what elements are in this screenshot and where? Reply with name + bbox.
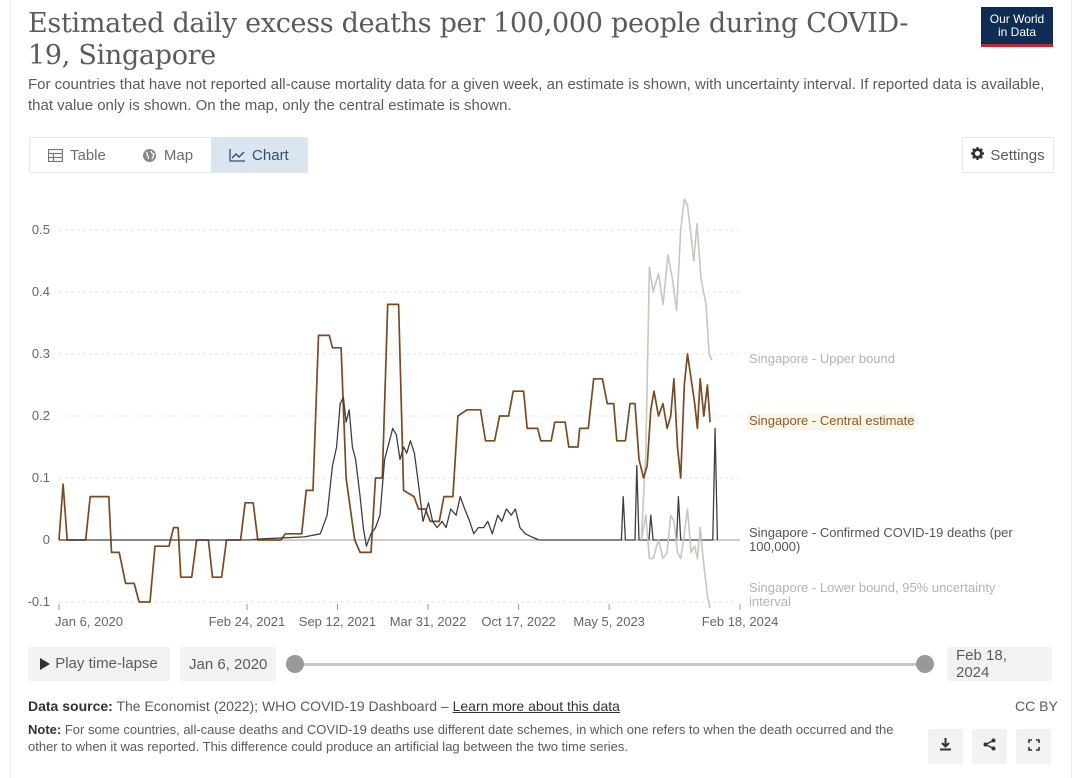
line-chart-icon [229,148,246,162]
axes: -0.1 0 0.1 0.2 0.3 0.4 0.5 Jan 6, 2020 Feb 24, 2… [28,222,779,629]
tab-table-label: Table [70,146,106,164]
note-label: Note: [28,722,62,737]
settings-label: Settings [990,146,1045,164]
note-text: For some countries, all-cause deaths and… [28,722,894,754]
table-icon [48,148,63,162]
series-end-labels: Singapore - Upper bound Singapore - Centr… [747,351,1013,609]
chart-subtitle: For countries that have not reported all… [28,76,1045,114]
x-tick-label: Feb 24, 2021 [209,614,286,629]
line-chart: -0.1 0 0.1 0.2 0.3 0.4 0.5 Jan 6, 2020 Feb 24, 2… [28,198,1013,629]
note: Note: For some countries, all-cause deat… [28,721,908,755]
view-tabs: Table Map Chart [29,137,308,173]
timeline-start-date[interactable]: Jan 6, 2020 [180,647,277,681]
tab-table[interactable]: Table [30,138,124,172]
series-line [58,303,711,603]
tab-chart-label: Chart [252,146,289,164]
fullscreen-icon [1027,738,1040,756]
data-source-label: Data source: [28,698,113,714]
owid-logo[interactable]: Our World in Data [981,7,1053,47]
download-icon [939,737,952,756]
tab-chart[interactable]: Chart [211,138,307,172]
gear-icon [971,146,985,164]
series-line [640,198,713,541]
globe-icon [142,148,157,163]
y-tick-label: 0.3 [32,346,50,361]
chart-title: Estimated daily excess deaths per 100,00… [28,8,909,71]
data-source-text: The Economist (2022); WHO COVID-19 Dashb… [116,698,449,714]
license[interactable]: CC BY [1015,698,1058,714]
series-end-label-line: interval [749,594,791,609]
series-end-label-line: Singapore - Lower bound, 95% uncertainty [749,580,996,595]
logo-line-1: Our World [989,12,1045,26]
series-lines [58,198,719,609]
y-tick-label: 0.4 [32,284,50,299]
y-tick-label: 0 [43,532,50,547]
y-tick-label: 0.1 [32,470,50,485]
share-icon [983,738,996,756]
download-button[interactable] [928,729,963,764]
x-tick-label: Feb 18, 2024 [702,614,779,629]
data-source: Data source: The Economist (2022); WHO C… [28,697,908,716]
series-line [640,508,711,609]
series-end-label: Singapore - Upper bound [749,351,895,366]
y-tick-label: 0.2 [32,408,50,423]
series-end-label: Singapore - Lower bound, 95% uncertainty… [749,580,996,609]
settings-button[interactable]: Settings [962,137,1054,173]
timeline-end-date[interactable]: Feb 18, 2024 [947,647,1052,681]
learn-more-link[interactable]: Learn more about this data [452,698,620,714]
tab-map-label: Map [163,146,194,164]
series-end-label-line: Singapore - Central estimate [749,413,914,428]
timeline-start-handle[interactable] [286,655,304,673]
x-tick-label: Oct 17, 2022 [481,614,555,629]
series-end-label-line: 100,000) [749,539,800,554]
series-label-highlight [747,413,915,430]
action-buttons [928,729,1051,764]
chart-frame [10,0,1072,778]
play-icon [40,658,50,670]
x-tick-label: Mar 31, 2022 [390,614,467,629]
x-tick-label: May 5, 2023 [573,614,645,629]
timeline: Play time-lapse Jan 6, 2020 Feb 18, 2024 [28,646,1052,682]
timeline-track[interactable] [296,663,926,666]
play-timelapse-button[interactable]: Play time-lapse [28,647,170,681]
x-tick-label: Sep 12, 2021 [299,614,376,629]
tab-map[interactable]: Map [124,138,211,172]
share-button[interactable] [972,729,1007,764]
series-line [59,396,719,547]
play-label: Play time-lapse [55,655,158,672]
y-tick-label: 0.5 [32,222,50,237]
logo-line-2: in Data [997,25,1037,39]
series-end-label-line: Singapore - Confirmed COVID-19 deaths (p… [749,525,1013,540]
x-tick-label: Jan 6, 2020 [55,614,123,629]
y-tick-label: -0.1 [28,594,50,609]
timeline-end-handle[interactable] [916,655,934,673]
series-end-label: Singapore - Central estimate [749,413,914,428]
series-end-label: Singapore - Confirmed COVID-19 deaths (p… [749,525,1013,554]
fullscreen-button[interactable] [1016,729,1051,764]
series-end-label-line: Singapore - Upper bound [749,351,895,366]
